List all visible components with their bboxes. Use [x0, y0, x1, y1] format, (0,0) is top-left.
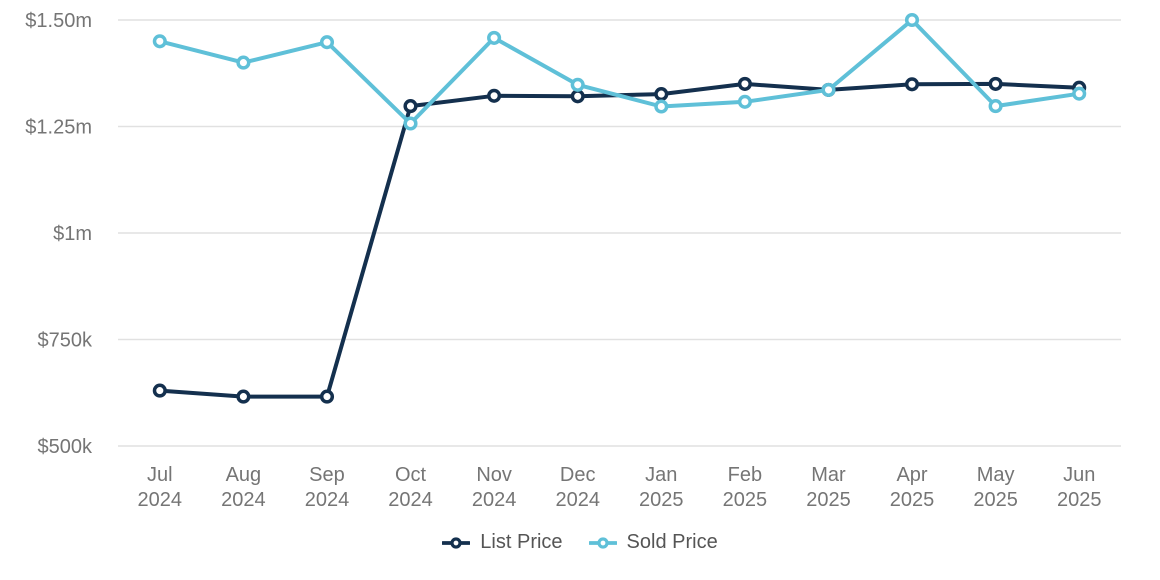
list-price-marker[interactable]	[570, 89, 585, 104]
x-axis-tick-label-year: 2025	[1057, 489, 1102, 511]
x-axis-tick-label-year: 2025	[723, 489, 768, 511]
list-price-marker[interactable]	[904, 77, 920, 92]
y-axis-tick-label: $1.50m	[25, 10, 92, 32]
list-price-legend-marker-icon	[442, 536, 471, 549]
x-axis-tick-label-month: Dec	[560, 464, 596, 486]
sold-price-marker[interactable]	[654, 99, 669, 114]
y-axis-tick-label: $1.25m	[25, 117, 92, 139]
x-axis-tick-label-year: 2025	[890, 489, 935, 511]
list-price-line	[157, 81, 1082, 399]
list-price-marker[interactable]	[403, 99, 418, 114]
x-axis-tick-label-month: Oct	[395, 464, 427, 486]
x-axis-tick-label-year: 2025	[973, 489, 1018, 511]
legend-item-list-price[interactable]: List Price	[442, 531, 563, 554]
y-axis-tick-label: $500k	[38, 436, 93, 458]
x-axis-tick-label-year: 2024	[138, 489, 183, 511]
x-axis-tick-label-month: Jul	[147, 464, 173, 486]
sold-price-marker[interactable]	[152, 34, 167, 49]
x-axis-tick-label-month: Jan	[645, 464, 677, 486]
sold-price-marker[interactable]	[487, 30, 502, 45]
list-price-marker[interactable]	[737, 76, 752, 91]
list-price-marker[interactable]	[152, 383, 167, 398]
y-axis-tick-label: $1m	[53, 223, 92, 245]
sold-price-marker[interactable]	[1072, 86, 1087, 101]
x-axis-tick-label-year: 2024	[555, 489, 600, 511]
sold-price-marker[interactable]	[319, 35, 335, 50]
sold-price-line	[157, 18, 1082, 126]
x-axis-tick-label-month: Sep	[309, 464, 345, 486]
y-axis-tick-label: $750k	[38, 330, 93, 352]
x-axis-tick-label-year: 2025	[806, 489, 851, 511]
x-axis-tick-label-month: Aug	[226, 464, 262, 486]
list-price-marker[interactable]	[487, 88, 502, 103]
x-axis-tick-label-year: 2024	[221, 489, 266, 511]
x-axis-tick-label-year: 2025	[639, 489, 684, 511]
legend-label-sold-price: Sold Price	[626, 531, 718, 553]
x-axis-tick-label-year: 2024	[472, 489, 517, 511]
sold-price-marker[interactable]	[737, 94, 752, 109]
x-axis-tick-label-month: Feb	[728, 464, 762, 486]
x-axis-tick-label-month: Mar	[811, 464, 846, 486]
sold-price-marker[interactable]	[570, 77, 585, 92]
sold-price-marker[interactable]	[904, 12, 920, 28]
legend-item-sold-price[interactable]: Sold Price	[588, 531, 718, 554]
sold-price-marker[interactable]	[236, 55, 251, 70]
legend-label-list-price: List Price	[480, 531, 563, 553]
list-price-marker[interactable]	[988, 76, 1003, 91]
list-price-marker[interactable]	[236, 389, 251, 404]
x-axis-tick-label-year: 2024	[388, 489, 433, 511]
x-axis-tick-label-year: 2024	[305, 489, 350, 511]
price-chart: $1.50m $1.25m $1m $750k $500k Jul 2024 Aug 2024 S…	[25, 10, 1121, 511]
x-axis-tick-label-month: Jun	[1063, 464, 1095, 486]
sold-price-marker[interactable]	[988, 99, 1003, 114]
x-axis-tick-label-month: Apr	[896, 464, 927, 486]
x-axis-tick-label-month: May	[977, 464, 1015, 486]
sold-price-marker[interactable]	[821, 82, 836, 97]
x-axis-tick-label-month: Nov	[476, 464, 512, 486]
list-price-marker[interactable]	[654, 87, 669, 102]
sold-price-marker[interactable]	[403, 116, 418, 131]
sold-price-legend-marker-icon	[588, 536, 617, 549]
list-price-marker[interactable]	[319, 389, 335, 404]
chart-legend: List Price Sold Price	[0, 516, 1160, 554]
